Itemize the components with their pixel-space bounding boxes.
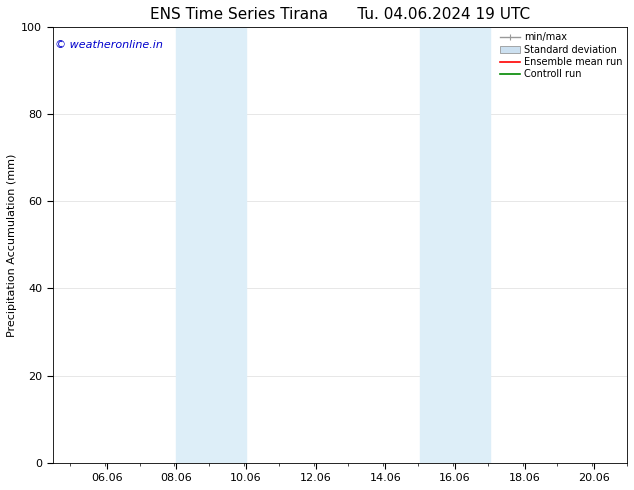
Text: © weatheronline.in: © weatheronline.in: [55, 40, 164, 50]
Bar: [420, 27, 490, 463]
Y-axis label: Precipitation Accumulation (mm): Precipitation Accumulation (mm): [7, 153, 17, 337]
Title: ENS Time Series Tirana      Tu. 04.06.2024 19 UTC: ENS Time Series Tirana Tu. 04.06.2024 19…: [150, 7, 530, 22]
Legend: min/max, Standard deviation, Ensemble mean run, Controll run: min/max, Standard deviation, Ensemble me…: [498, 30, 624, 81]
Bar: [176, 27, 246, 463]
